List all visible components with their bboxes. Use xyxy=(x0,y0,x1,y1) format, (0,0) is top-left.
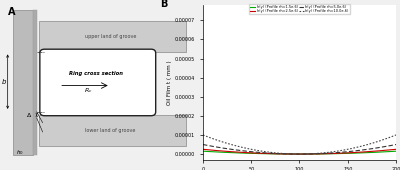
h(y) (Profile rh=1.5e-6) xyxy=(394,150,398,152)
Bar xyxy=(13,10,34,155)
Line: h(y) (Profile rh=10.0e-6): h(y) (Profile rh=10.0e-6) xyxy=(203,135,396,154)
FancyBboxPatch shape xyxy=(40,49,156,116)
h(y) (Profile rh=2.5e-6) xyxy=(359,151,364,153)
Text: Ring cross section: Ring cross section xyxy=(69,71,123,76)
h(y) (Profile rh=5.0e-6) xyxy=(293,153,298,155)
Text: upper land of groove: upper land of groove xyxy=(85,33,136,39)
h(y) (Profile rh=2.5e-6) xyxy=(394,148,398,150)
Text: $R_c$: $R_c$ xyxy=(84,87,93,95)
h(y) (Profile rh=10.0e-6) xyxy=(389,136,394,138)
h(y) (Profile rh=10.0e-6) xyxy=(359,145,364,147)
Line: h(y) (Profile rh=5.0e-6): h(y) (Profile rh=5.0e-6) xyxy=(203,144,396,154)
h(y) (Profile rh=5.0e-6) xyxy=(297,153,302,155)
Text: $h_0$: $h_0$ xyxy=(16,148,24,157)
h(y) (Profile rh=5.0e-6) xyxy=(292,153,297,155)
h(y) (Profile rh=2.5e-6) xyxy=(297,153,302,155)
h(y) (Profile rh=1.5e-6) xyxy=(200,150,205,152)
h(y) (Profile rh=1.5e-6) xyxy=(305,153,310,155)
h(y) (Profile rh=10.0e-6) xyxy=(297,153,302,155)
h(y) (Profile rh=5.0e-6) xyxy=(359,149,364,151)
Bar xyxy=(39,21,186,52)
h(y) (Profile rh=10.0e-6) xyxy=(292,153,297,155)
h(y) (Profile rh=5.0e-6) xyxy=(305,153,310,155)
h(y) (Profile rh=1.5e-6) xyxy=(297,153,302,155)
Bar xyxy=(39,115,186,146)
h(y) (Profile rh=10.0e-6) xyxy=(316,152,321,154)
h(y) (Profile rh=2.5e-6) xyxy=(389,149,394,151)
h(y) (Profile rh=1.5e-6) xyxy=(389,150,394,152)
h(y) (Profile rh=5.0e-6) xyxy=(200,143,205,146)
Text: B: B xyxy=(160,0,168,9)
h(y) (Profile rh=5.0e-6) xyxy=(389,144,394,146)
h(y) (Profile rh=10.0e-6) xyxy=(305,153,310,155)
h(y) (Profile rh=1.5e-6) xyxy=(292,153,297,155)
h(y) (Profile rh=5.0e-6) xyxy=(394,143,398,146)
Text: A: A xyxy=(8,7,15,17)
Text: Δ: Δ xyxy=(27,113,31,118)
h(y) (Profile rh=2.5e-6) xyxy=(316,153,321,155)
Y-axis label: Oil Film t ( mm ): Oil Film t ( mm ) xyxy=(167,60,172,105)
Line: h(y) (Profile rh=2.5e-6): h(y) (Profile rh=2.5e-6) xyxy=(203,149,396,154)
Text: lower land of groove: lower land of groove xyxy=(86,128,136,133)
h(y) (Profile rh=10.0e-6) xyxy=(200,134,205,136)
Text: b: b xyxy=(2,79,6,85)
h(y) (Profile rh=1.5e-6) xyxy=(359,152,364,154)
h(y) (Profile rh=10.0e-6) xyxy=(293,153,298,155)
h(y) (Profile rh=2.5e-6) xyxy=(200,148,205,150)
h(y) (Profile rh=1.5e-6) xyxy=(316,153,321,155)
h(y) (Profile rh=2.5e-6) xyxy=(293,153,298,155)
h(y) (Profile rh=2.5e-6) xyxy=(292,153,297,155)
h(y) (Profile rh=1.5e-6) xyxy=(293,153,298,155)
Bar xyxy=(34,10,37,155)
h(y) (Profile rh=10.0e-6) xyxy=(394,134,398,136)
Legend: h(y) (Profile rh=1.5e-6), h(y) (Profile rh=2.5e-6), h(y) (Profile rh=5.0e-6), h(: h(y) (Profile rh=1.5e-6), h(y) (Profile … xyxy=(249,4,350,14)
h(y) (Profile rh=5.0e-6) xyxy=(316,153,321,155)
h(y) (Profile rh=2.5e-6) xyxy=(305,153,310,155)
Line: h(y) (Profile rh=1.5e-6): h(y) (Profile rh=1.5e-6) xyxy=(203,151,396,154)
